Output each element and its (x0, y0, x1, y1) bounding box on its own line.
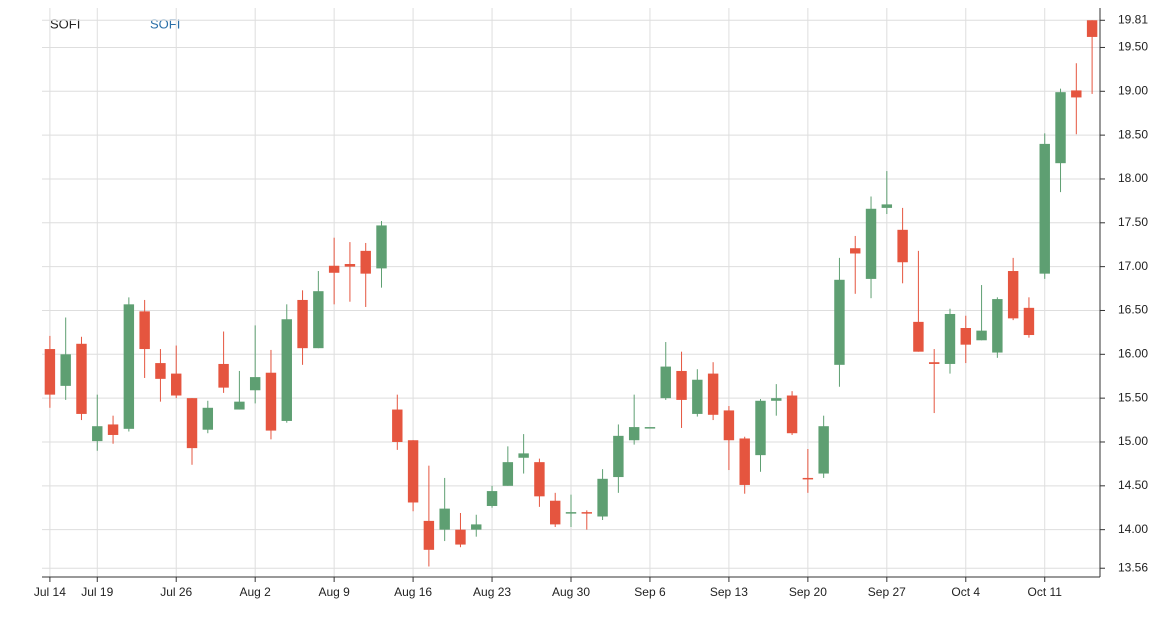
candle-body (218, 363, 229, 388)
y-tick-label: 14.50 (1118, 478, 1148, 492)
candle-body (455, 529, 466, 545)
x-tick-label: Jul 26 (160, 585, 192, 599)
candle-body (171, 373, 182, 396)
candle-body (707, 373, 719, 415)
candle-body (1039, 143, 1050, 274)
candle-body (1023, 307, 1035, 336)
candle-body (486, 491, 498, 506)
candle-body (818, 426, 829, 474)
candle-body (897, 229, 908, 263)
candle-body (881, 204, 893, 208)
candle-body (644, 427, 656, 429)
candle-body (313, 291, 324, 349)
candle-body (802, 477, 814, 480)
x-tick-label: Aug 30 (552, 585, 590, 599)
y-tick-label: 18.50 (1118, 127, 1148, 141)
x-tick-label: Jul 19 (81, 585, 113, 599)
candle-body (344, 264, 356, 267)
candle-body (755, 400, 766, 456)
candle-body (613, 435, 624, 478)
y-tick-label: 13.56 (1118, 560, 1148, 574)
candle-body (502, 462, 514, 486)
candle-body (471, 524, 482, 530)
candle-body (628, 427, 640, 441)
candle-body (360, 250, 371, 274)
candle-body (549, 500, 561, 525)
candle-body (139, 311, 150, 350)
x-tick-label: Oct 11 (1027, 585, 1062, 599)
candle-body (234, 401, 245, 410)
y-tick-label: 14.00 (1118, 522, 1148, 536)
candle-body (107, 424, 119, 435)
candle-body (60, 354, 71, 386)
x-tick-label: Sep 27 (868, 585, 906, 599)
candle-body (739, 438, 750, 485)
candle-body (534, 462, 545, 497)
candle-body (376, 225, 387, 269)
candle-body (1055, 92, 1066, 164)
candle-body (1086, 20, 1098, 37)
candle-body (581, 512, 593, 514)
x-tick-label: Sep 20 (789, 585, 827, 599)
candle-body (1007, 271, 1019, 319)
y-tick-label: 15.00 (1118, 434, 1148, 448)
y-tick-label: 17.50 (1118, 215, 1148, 229)
candle-body (960, 328, 971, 345)
x-tick-label: Aug 9 (318, 585, 350, 599)
candle-body (944, 313, 956, 364)
candle-body (660, 366, 671, 399)
x-tick-label: Aug 23 (473, 585, 511, 599)
candle-body (786, 395, 798, 434)
candle-body (992, 299, 1003, 353)
candle-body (328, 265, 340, 273)
x-tick-label: Aug 16 (394, 585, 432, 599)
x-tick-label: Sep 6 (634, 585, 666, 599)
candle-body (723, 410, 735, 441)
candle-body (913, 321, 924, 352)
y-tick-label: 19.00 (1118, 83, 1148, 97)
candle-body (976, 330, 987, 341)
candle-body (1071, 90, 1082, 98)
candle-body (407, 440, 419, 503)
candle-body (865, 208, 877, 279)
candle-body (155, 363, 166, 379)
candle-body (597, 478, 608, 517)
candle-body (439, 508, 450, 530)
y-tick-label: 15.50 (1118, 390, 1148, 404)
candle-body (44, 349, 56, 395)
y-tick-label: 19.50 (1118, 40, 1148, 54)
candle-body (518, 453, 529, 458)
x-tick-label: Aug 2 (239, 585, 271, 599)
candle-body (392, 409, 403, 442)
candle-body (186, 398, 198, 449)
candle-body (265, 372, 277, 431)
candle-body (92, 426, 103, 442)
y-tick-label: 16.50 (1118, 303, 1148, 317)
candle-body (297, 299, 308, 349)
candle-body (565, 512, 577, 514)
candle-body (423, 520, 435, 550)
y-tick-label: 18.00 (1118, 171, 1148, 185)
x-tick-label: Oct 4 (951, 585, 980, 599)
candle-body (249, 377, 261, 391)
candle-body (692, 379, 703, 414)
candle-body (771, 398, 782, 401)
candle-body (123, 304, 135, 429)
candle-body (834, 279, 845, 365)
candle-body (281, 319, 292, 421)
y-tick-label: 16.00 (1118, 346, 1148, 360)
y-tick-label: 19.81 (1118, 12, 1148, 26)
candle-body (76, 343, 87, 414)
candle-body (202, 407, 214, 430)
x-tick-label: Jul 14 (34, 585, 66, 599)
x-tick-label: Sep 13 (710, 585, 748, 599)
candle-body (928, 362, 940, 364)
chart-title: SOFI (50, 16, 80, 31)
candle-body (676, 370, 687, 400)
y-tick-label: 17.00 (1118, 259, 1148, 273)
candle-body (850, 248, 861, 254)
